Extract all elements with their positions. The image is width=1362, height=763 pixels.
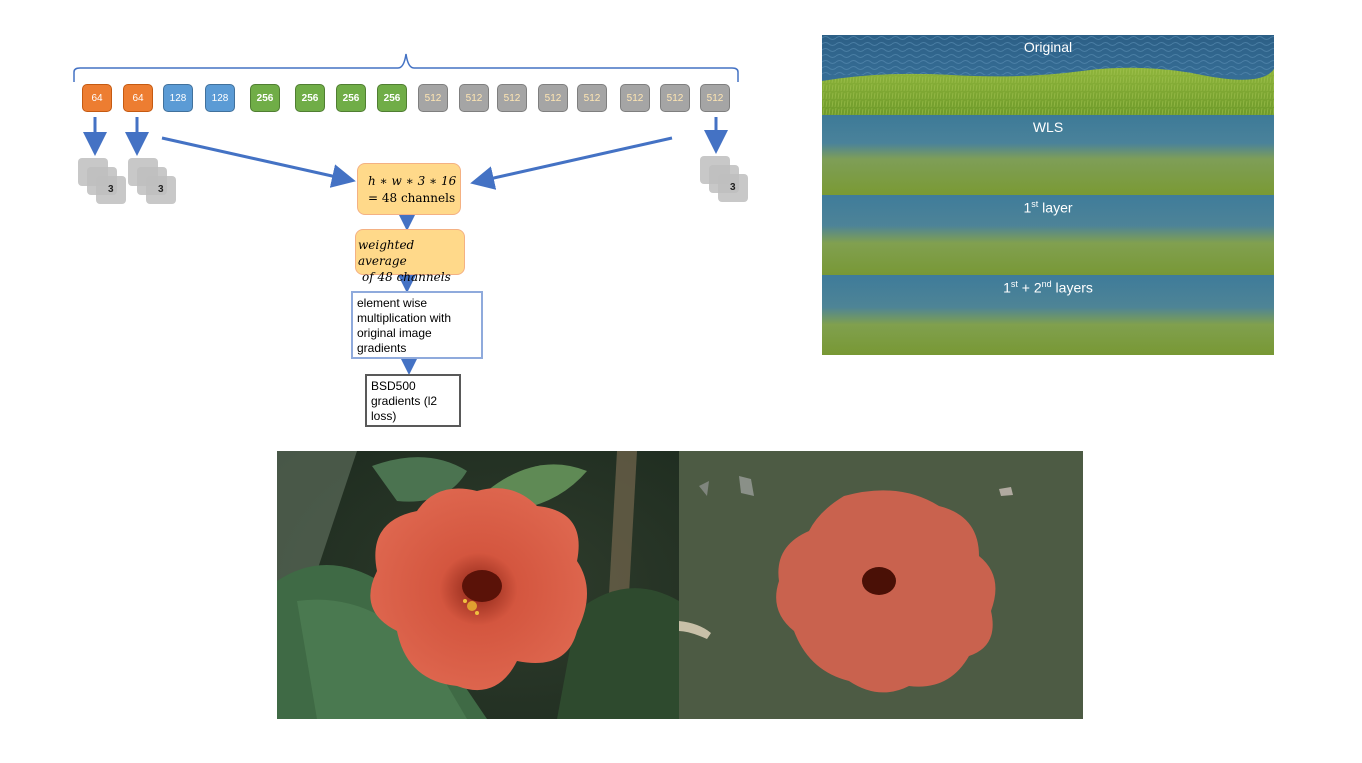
layer-box-10: 512 (459, 84, 489, 112)
flow-arrows (83, 117, 728, 375)
first-layer-sup: st (1031, 199, 1039, 209)
both-suffix: layers (1051, 279, 1093, 296)
first-layer-number: 1 (1023, 199, 1032, 216)
average-line-2: of 48 channels (362, 270, 451, 284)
multiply-line-2: multiplication with (357, 311, 452, 325)
multiply-line-3: original image (357, 326, 432, 340)
strip-original: Original (822, 35, 1274, 115)
both-layers-image (822, 275, 1274, 355)
loss-line-2: gradients (l2 (371, 394, 438, 408)
both-second-sup: nd (1041, 279, 1052, 289)
strip-label-first-layer: 1st layer (822, 199, 1274, 216)
layer-box-5: 256 (250, 84, 280, 112)
layer-box-11: 512 (497, 84, 527, 112)
weighted-average-box: weighted average of 48 channels (355, 229, 465, 284)
strip-first-layer: 1st layer (822, 195, 1274, 275)
concat-formula: h ∗ w ∗ 3 ∗ 16 (368, 174, 457, 188)
layer-box-4: 128 (205, 84, 235, 112)
strip-label-wls: WLS (1032, 119, 1064, 135)
side-output-label: 3 (730, 182, 736, 193)
layer-box-9: 512 (418, 84, 448, 112)
multiply-line-1: element wise (357, 296, 428, 310)
layer-box-6: 256 (295, 84, 325, 112)
layer-box-15: 512 (660, 84, 690, 112)
concat-box: h ∗ w ∗ 3 ∗ 16 = 48 channels (357, 163, 461, 215)
average-line-1: weighted average (358, 238, 415, 268)
original-landscape-image (822, 35, 1274, 115)
layer-box-12: 512 (538, 84, 568, 112)
layer-box-14: 512 (620, 84, 650, 112)
loss-line-3: loss) (371, 409, 397, 423)
layers-brace (73, 53, 739, 82)
layer-box-3: 128 (163, 84, 193, 112)
both-first-number: 1 (1003, 279, 1011, 296)
layer-box-13: 512 (577, 84, 607, 112)
wls-smoothed-image (822, 115, 1274, 195)
network-diagram: 64 64 128 128 256 256 256 256 512 512 512 512 512 512… (0, 0, 800, 440)
loss-box: BSD500 gradients (l2 loss) (365, 374, 461, 427)
layer-box-8: 256 (377, 84, 407, 112)
loss-line-1: BSD500 (371, 379, 416, 393)
strip-both-layers: 1st + 2nd layers (822, 275, 1274, 355)
side-output-label: 3 (108, 184, 114, 195)
layer-box-2: 64 (123, 84, 153, 112)
concat-channels: = 48 channels (368, 191, 456, 205)
strip-label-original: Original (1023, 39, 1073, 55)
both-first-sup: st (1010, 279, 1018, 289)
side-output-label: 3 (158, 184, 164, 195)
flower-smoothed-photo (679, 451, 1083, 719)
flower-original-photo (277, 451, 679, 719)
first-layer-image (822, 195, 1274, 275)
strip-label-both-layers: 1st + 2nd layers (822, 279, 1274, 296)
layer-box-16: 512 (700, 84, 730, 112)
layer-box-7: 256 (336, 84, 366, 112)
both-mid: + 2 (1017, 279, 1042, 296)
multiplication-box: element wise multiplication with origina… (351, 291, 483, 359)
multiply-line-4: gradients (357, 341, 407, 355)
strip-wls: WLS (822, 115, 1274, 195)
first-layer-suffix: layer (1038, 199, 1073, 216)
layer-box-1: 64 (82, 84, 112, 112)
